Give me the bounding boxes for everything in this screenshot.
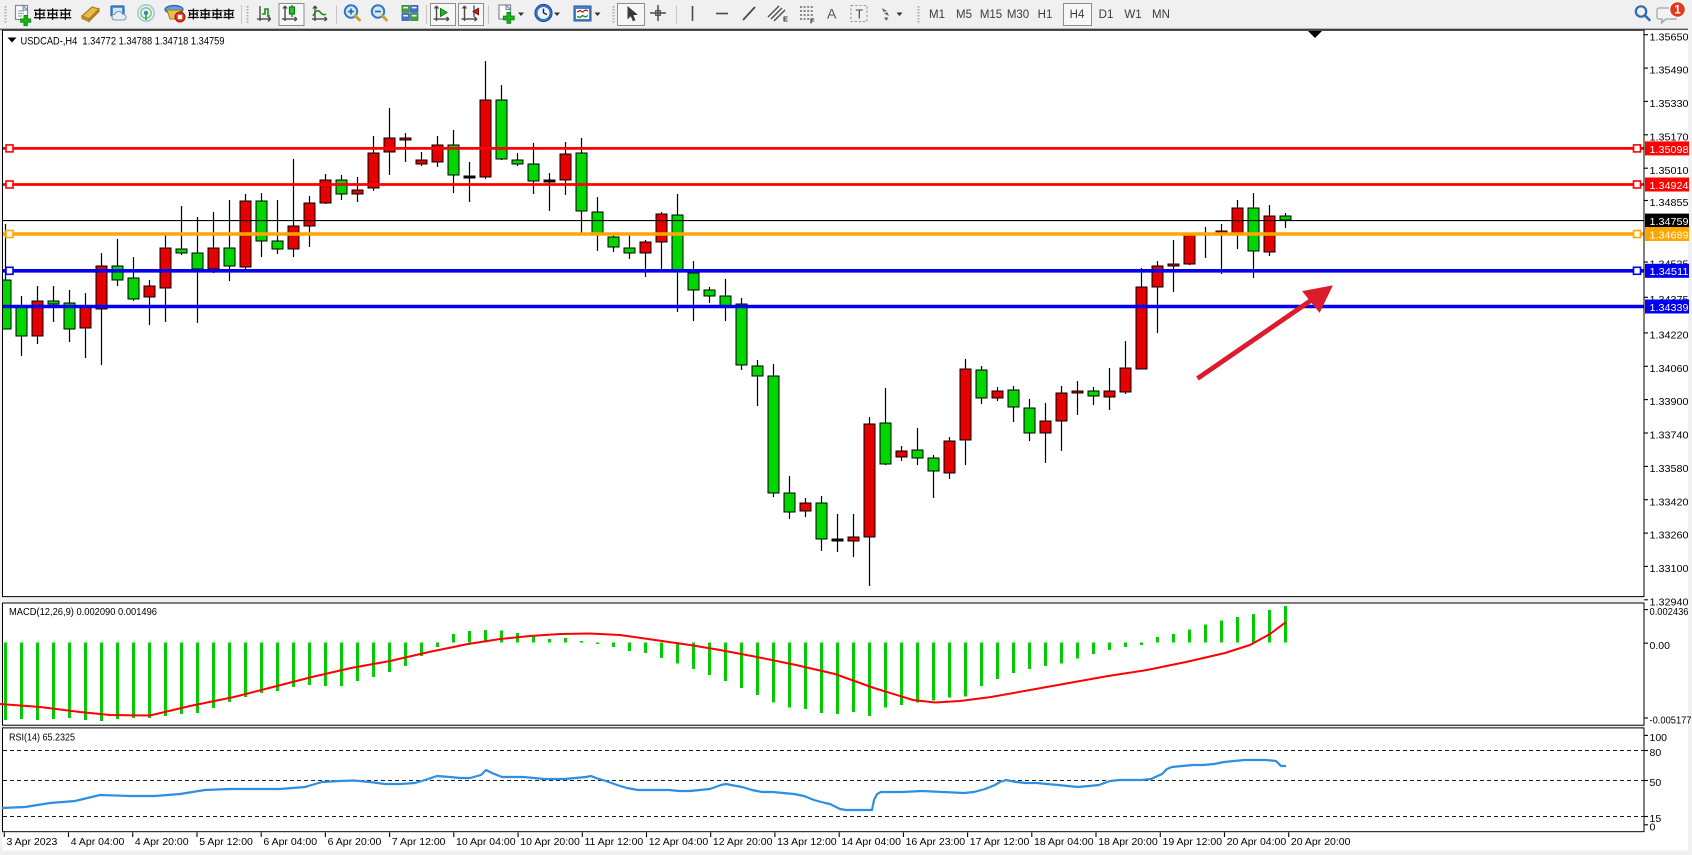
svg-text:M1: M1	[929, 9, 945, 21]
svg-text:12 Apr 20:00: 12 Apr 20:00	[713, 836, 773, 848]
svg-text:20 Apr 20:00: 20 Apr 20:00	[1291, 836, 1351, 848]
svg-text:1.35098: 1.35098	[1650, 144, 1689, 156]
svg-text:10 Apr 20:00: 10 Apr 20:00	[520, 836, 580, 848]
svg-text:USDCAD-,H4 1.34772 1.34788 1.: USDCAD-,H4 1.34772 1.34788 1.34718 1.347…	[21, 36, 225, 48]
svg-text:6 Apr 04:00: 6 Apr 04:00	[263, 836, 317, 848]
svg-text:0.002436: 0.002436	[1650, 606, 1689, 618]
svg-text:13 Apr 12:00: 13 Apr 12:00	[777, 836, 837, 848]
svg-text:15: 15	[1650, 813, 1662, 825]
svg-text:1.35170: 1.35170	[1650, 131, 1689, 143]
svg-text:17 Apr 12:00: 17 Apr 12:00	[970, 836, 1030, 848]
svg-text:1.34220: 1.34220	[1650, 330, 1689, 342]
svg-text:1.34339: 1.34339	[1650, 302, 1689, 314]
svg-text:18 Apr 20:00: 18 Apr 20:00	[1098, 836, 1158, 848]
svg-text:1.34759: 1.34759	[1650, 216, 1689, 228]
svg-text:RSI(14) 65.2325: RSI(14) 65.2325	[9, 731, 75, 743]
svg-text:1.32940: 1.32940	[1650, 596, 1689, 608]
svg-text:12 Apr 04:00: 12 Apr 04:00	[649, 836, 709, 848]
svg-text:W1: W1	[1124, 9, 1141, 21]
svg-text:-0.005177: -0.005177	[1650, 715, 1692, 727]
svg-text:1.34924: 1.34924	[1650, 180, 1689, 192]
svg-text:1.33740: 1.33740	[1650, 430, 1689, 442]
svg-text:1.33420: 1.33420	[1650, 496, 1689, 508]
svg-text:16 Apr 23:00: 16 Apr 23:00	[906, 836, 966, 848]
svg-text:1.35330: 1.35330	[1650, 98, 1689, 110]
svg-text:1.34689: 1.34689	[1650, 229, 1689, 241]
svg-text:1.33100: 1.33100	[1650, 563, 1689, 575]
svg-text:80: 80	[1650, 747, 1662, 759]
svg-text:1: 1	[1674, 5, 1681, 17]
svg-text:20 Apr 04:00: 20 Apr 04:00	[1227, 836, 1287, 848]
svg-text:100: 100	[1650, 732, 1668, 744]
svg-text:11 Apr 12:00: 11 Apr 12:00	[585, 836, 644, 848]
svg-text:0.00: 0.00	[1650, 640, 1671, 652]
svg-text:A: A	[827, 6, 837, 22]
svg-text:M15: M15	[980, 9, 1002, 21]
svg-text:7 Apr 12:00: 7 Apr 12:00	[392, 836, 446, 848]
svg-text:4 Apr 04:00: 4 Apr 04:00	[71, 836, 125, 848]
svg-text:1.35490: 1.35490	[1650, 65, 1689, 77]
svg-text:4 Apr 20:00: 4 Apr 20:00	[135, 836, 189, 848]
svg-text:1.33260: 1.33260	[1650, 530, 1689, 542]
svg-text:E: E	[783, 15, 788, 24]
svg-text:5 Apr 12:00: 5 Apr 12:00	[199, 836, 253, 848]
svg-text:M5: M5	[956, 9, 972, 21]
svg-text:F: F	[810, 17, 815, 26]
svg-text:1.33580: 1.33580	[1650, 463, 1689, 475]
svg-text:1.34060: 1.34060	[1650, 363, 1689, 375]
svg-text:50: 50	[1650, 777, 1662, 789]
svg-text:MACD(12,26,9) 0.002090 0.00149: MACD(12,26,9) 0.002090 0.001496	[9, 606, 157, 618]
svg-text:H4: H4	[1070, 9, 1085, 21]
svg-text:6 Apr 20:00: 6 Apr 20:00	[328, 836, 382, 848]
svg-text:MN: MN	[1152, 9, 1170, 21]
svg-text:1.33900: 1.33900	[1650, 396, 1689, 408]
svg-text:T: T	[856, 8, 864, 22]
svg-text:3 Apr 2023: 3 Apr 2023	[7, 836, 58, 848]
svg-text:14 Apr 04:00: 14 Apr 04:00	[841, 836, 901, 848]
svg-text:H1: H1	[1038, 9, 1053, 21]
svg-text:1.34855: 1.34855	[1650, 197, 1689, 209]
svg-text:10 Apr 04:00: 10 Apr 04:00	[456, 836, 516, 848]
svg-text:1.35650: 1.35650	[1650, 31, 1689, 43]
svg-text:0: 0	[1650, 821, 1656, 833]
svg-text:1.35010: 1.35010	[1650, 165, 1689, 177]
svg-text:1.34511: 1.34511	[1650, 266, 1689, 278]
svg-text:18 Apr 04:00: 18 Apr 04:00	[1034, 836, 1094, 848]
svg-text:D1: D1	[1099, 9, 1114, 21]
svg-text:M30: M30	[1007, 9, 1029, 21]
svg-text:19 Apr 12:00: 19 Apr 12:00	[1163, 836, 1223, 848]
